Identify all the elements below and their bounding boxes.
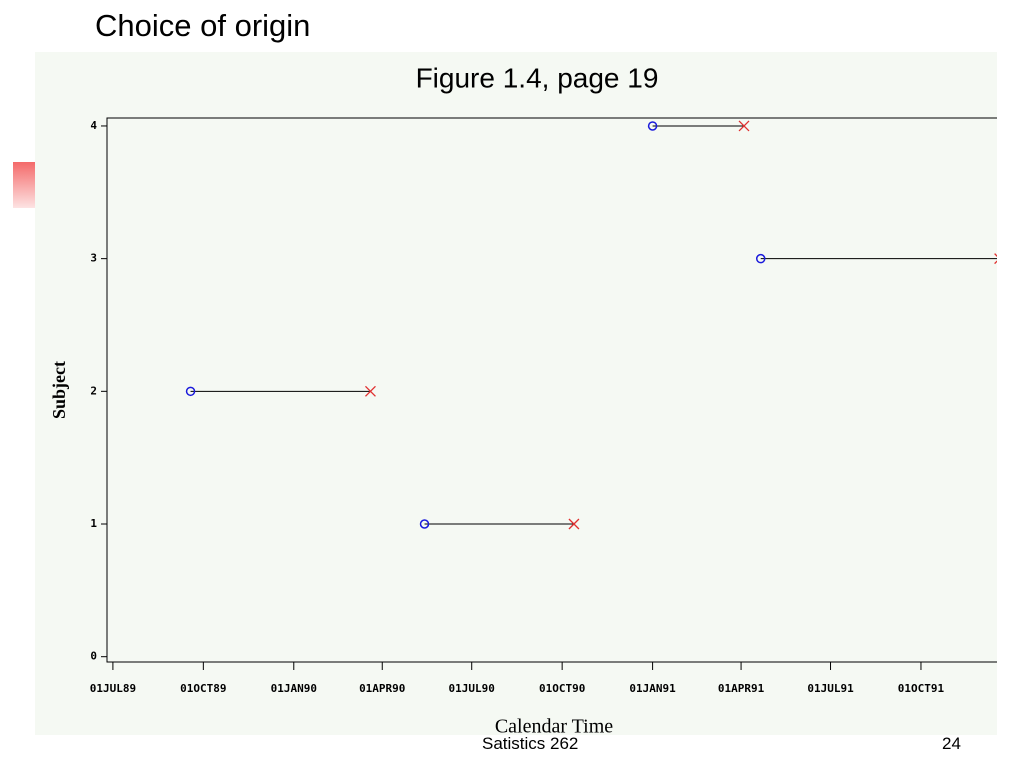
y-tick-label: 0 xyxy=(90,650,97,663)
plot-frame xyxy=(106,117,997,663)
x-tick-label: 01APR91 xyxy=(718,682,765,695)
y-tick-label: 3 xyxy=(90,252,97,265)
x-tick-label: 01APR90 xyxy=(359,682,405,695)
chart-title: Figure 1.4, page 19 xyxy=(416,62,659,93)
y-axis-label: Subject xyxy=(49,361,69,419)
y-tick-label: 2 xyxy=(90,384,97,397)
x-tick-label: 01JAN90 xyxy=(271,682,317,695)
x-tick-label: 01JAN91 xyxy=(629,682,676,695)
slide-title: Choice of origin xyxy=(95,8,311,43)
page-number: 24 xyxy=(942,734,961,753)
y-tick-label: 1 xyxy=(90,517,97,530)
x-tick-label: 01OCT89 xyxy=(180,682,226,695)
end-marker xyxy=(994,253,997,265)
decoration xyxy=(13,162,35,208)
start-marker xyxy=(755,253,766,264)
x-tick-label: 01OCT90 xyxy=(539,682,585,695)
start-marker xyxy=(419,519,430,529)
x-tick-label: 01JUL91 xyxy=(807,682,854,695)
chart-panel: Figure 1.4, page 19 Subject Calendar Tim… xyxy=(35,52,997,735)
end-marker xyxy=(364,385,376,397)
chart: Figure 1.4, page 19 Subject Calendar Tim… xyxy=(49,62,997,735)
x-axis-label: Calendar Time xyxy=(495,716,613,735)
end-marker xyxy=(568,518,580,530)
x-tick-label: 01JUL90 xyxy=(449,682,495,695)
footer: Satistics 262 xyxy=(482,734,579,753)
y-tick-label: 4 xyxy=(90,119,97,132)
end-marker xyxy=(738,120,750,132)
x-tick-label: 01OCT91 xyxy=(898,682,945,695)
start-marker xyxy=(647,121,658,131)
start-marker xyxy=(185,386,196,397)
x-tick-label: 01JUL89 xyxy=(90,682,136,695)
